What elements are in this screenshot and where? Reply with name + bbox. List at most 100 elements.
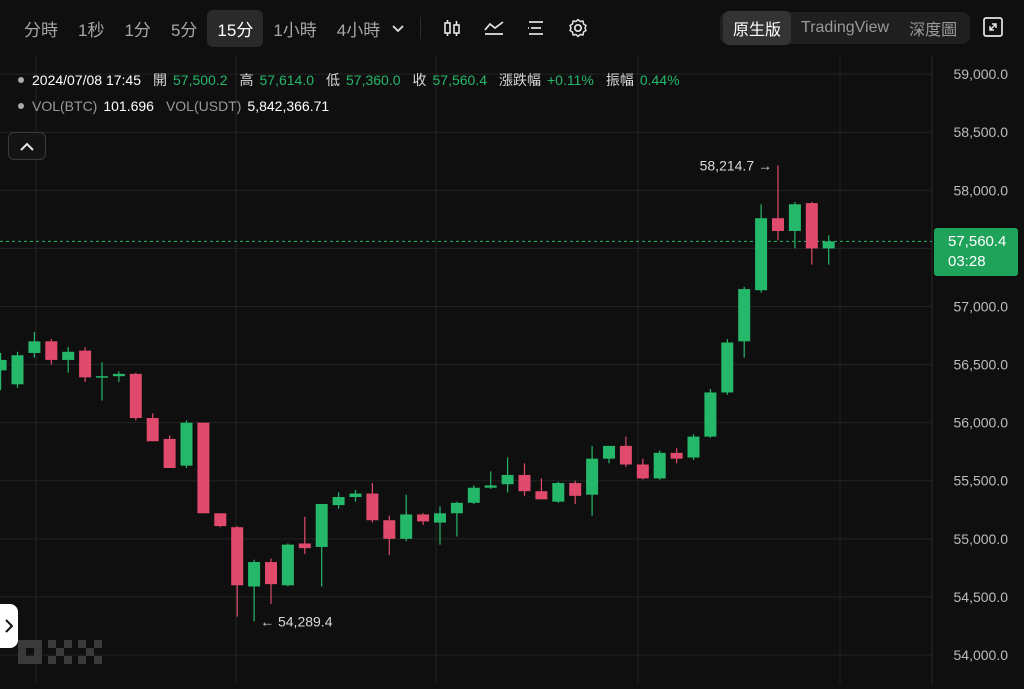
candle [366, 483, 379, 523]
side-panel-toggle[interactable] [0, 604, 18, 648]
candle [11, 351, 24, 388]
candle-body [552, 483, 565, 502]
candle-body [332, 497, 345, 506]
candle-datetime: 2024/07/08 17:45 [32, 72, 141, 88]
timeframe-tick[interactable]: 分時 [24, 20, 58, 40]
timeframe-1s[interactable]: 1秒 [78, 20, 105, 40]
candle [434, 506, 446, 545]
candle [467, 485, 480, 504]
candle-body [349, 493, 362, 498]
candle [45, 339, 58, 365]
vol-btc-label: VOL(BTC) [32, 98, 98, 114]
chevron-down-icon[interactable] [390, 21, 410, 36]
candle-body [636, 464, 649, 479]
candle [687, 434, 700, 460]
candle [315, 503, 328, 587]
candle [603, 445, 615, 464]
collapse-info-button[interactable] [8, 132, 46, 160]
ohlc-info-row: 2024/07/08 17:45 開 57,500.2 高 57,614.0 低… [18, 70, 692, 90]
candle [400, 494, 413, 542]
candle [501, 457, 514, 493]
candle-body [298, 543, 311, 549]
toolbar-divider [420, 17, 422, 39]
last-price-tag: 57,560.4 03:28 [934, 228, 1018, 276]
indicator-icon[interactable] [477, 11, 511, 45]
candle-body [62, 351, 75, 360]
candle-body [586, 458, 599, 495]
chevron-up-icon [20, 142, 34, 151]
low-value: 57,360.0 [346, 72, 401, 88]
candle [231, 526, 244, 617]
candlestick-icon[interactable] [435, 11, 469, 45]
price-axis: 59,000.058,500.058,000.057,500.057,000.0… [954, 66, 1009, 663]
y-tick-label: 55,000.0 [954, 531, 1009, 547]
candle [112, 371, 125, 383]
view-switcher: 原生版 TradingView 深度圖 [720, 11, 971, 45]
candle [772, 165, 784, 241]
candle [518, 463, 531, 496]
candle [383, 515, 396, 556]
view-depth[interactable]: 深度圖 [909, 22, 958, 39]
candle [180, 420, 193, 468]
candle-body [400, 514, 413, 539]
candle [586, 445, 599, 516]
timeframe-4h[interactable]: 4小時 [336, 20, 381, 40]
candle-body [163, 438, 176, 468]
candle [163, 435, 176, 468]
candle-body [619, 445, 632, 465]
close-label: 收 [412, 72, 427, 88]
candle [349, 490, 362, 502]
candle-body [146, 418, 159, 442]
vol-btc-value: 101.696 [103, 98, 154, 114]
list-icon[interactable] [519, 11, 553, 45]
candle-body [0, 359, 7, 371]
volume-info-row: VOL(BTC) 101.696 VOL(USDT) 5,842,366.71 [18, 98, 341, 114]
candle [535, 478, 548, 500]
timeframe-15m[interactable]: 15分 [207, 9, 264, 47]
candle-body [535, 491, 548, 500]
candle [721, 339, 734, 395]
candle-body [231, 527, 244, 586]
y-tick-label: 58,000.0 [954, 182, 1009, 198]
view-tradingview[interactable]: TradingView [801, 19, 890, 36]
open-value: 57,500.2 [173, 72, 228, 88]
candle-body [383, 520, 396, 539]
timeframe-1h[interactable]: 1小時 [273, 20, 317, 40]
y-tick-label: 55,500.0 [954, 473, 1009, 489]
candle [636, 458, 649, 480]
low-price-marker: ← 54,289.4 [260, 613, 333, 629]
chart-area[interactable]: 59,000.058,500.058,000.057,500.057,000.0… [0, 56, 1024, 684]
close-value: 57,560.4 [432, 72, 488, 88]
candle-body [11, 355, 24, 385]
candle-body [603, 445, 615, 459]
candles [0, 165, 835, 622]
candle [822, 235, 835, 265]
candle-body [112, 373, 125, 377]
timeframe-5m[interactable]: 5分 [170, 20, 198, 40]
candle-body [45, 341, 58, 360]
candle-body [822, 241, 835, 249]
candle-body [670, 452, 683, 459]
candle [417, 513, 430, 525]
high-value: 57,614.0 [259, 72, 315, 88]
candle [248, 559, 261, 622]
y-tick-label: 58,500.0 [954, 124, 1009, 140]
view-native[interactable]: 原生版 [723, 11, 792, 45]
candle-body [704, 392, 717, 437]
settings-icon[interactable] [561, 11, 595, 45]
candlestick-chart[interactable]: 59,000.058,500.058,000.057,500.057,000.0… [0, 56, 1024, 684]
candle-body [417, 514, 430, 522]
candle-body [315, 503, 328, 547]
candle [755, 204, 768, 293]
candle [484, 471, 497, 489]
timeframe-1m[interactable]: 1分 [124, 20, 151, 40]
candle [805, 201, 818, 265]
candle-body [450, 502, 463, 514]
expand-icon[interactable] [978, 12, 1008, 42]
countdown-timer: 03:28 [948, 253, 986, 270]
toolbar: 分時 1秒 1分 5分 15分 1小時 4小時 [0, 0, 1024, 56]
candle [96, 362, 108, 401]
candle [653, 450, 666, 480]
candle [450, 501, 463, 537]
candle [704, 388, 717, 438]
